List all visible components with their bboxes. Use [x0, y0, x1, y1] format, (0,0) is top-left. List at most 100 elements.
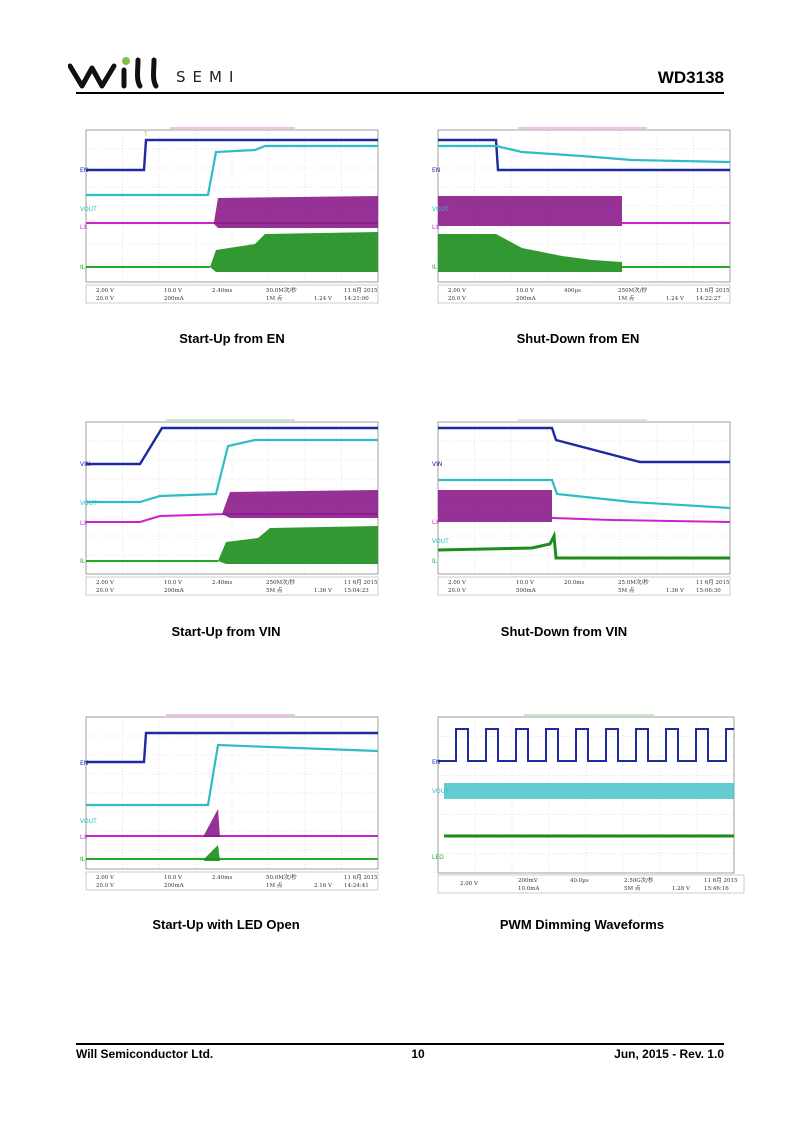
- channel-label: LX: [80, 224, 87, 231]
- svg-text:50.0M次/秒: 50.0M次/秒: [266, 873, 297, 881]
- svg-text:15:04:23: 15:04:23: [344, 588, 369, 594]
- svg-text:200mA: 200mA: [516, 296, 537, 302]
- svg-text:1.24 V: 1.24 V: [666, 296, 685, 302]
- channel-label: VIN: [80, 461, 90, 468]
- svg-text:2.00 V: 2.00 V: [96, 288, 115, 294]
- scope-capture-startup-en: T EN VOUT LX IL 2.00 V 20.0 V 10.0 V 200…: [80, 126, 386, 308]
- svg-text:20.0 V: 20.0 V: [96, 588, 115, 594]
- svg-text:1.36 V: 1.36 V: [314, 588, 333, 594]
- svg-text:500mA: 500mA: [516, 588, 537, 594]
- svg-text:20.0 V: 20.0 V: [448, 588, 467, 594]
- channel-label: IL: [432, 264, 438, 271]
- svg-text:2.40ms: 2.40ms: [212, 580, 232, 586]
- svg-text:20.0 V: 20.0 V: [96, 296, 115, 302]
- svg-text:14:24:41: 14:24:41: [344, 883, 369, 889]
- figure-caption: Shut-Down from EN: [516, 331, 640, 346]
- svg-text:10.0mA: 10.0mA: [518, 886, 540, 892]
- channel-label: VOUT: [432, 788, 449, 795]
- svg-text:20.0 V: 20.0 V: [96, 883, 115, 889]
- scope-capture-startup-vin: VIN VOUT LX IL 2.00 V 20.0 V 10.0 V 200m…: [80, 418, 386, 600]
- svg-text:11 6月 2015: 11 6月 2015: [344, 874, 378, 881]
- svg-text:10.0 V: 10.0 V: [516, 288, 535, 294]
- svg-text:250M次/秒: 250M次/秒: [266, 578, 295, 586]
- channel-label: LX: [432, 519, 439, 526]
- svg-text:14:21:00: 14:21:00: [344, 296, 369, 302]
- svg-text:T: T: [144, 132, 148, 138]
- svg-text:2.00 V: 2.00 V: [448, 288, 467, 294]
- oscilloscope-screenshot: VIN LX VOUT IL 2.00 V 20.0 V 10.0 V 500m…: [432, 419, 731, 596]
- channel-label: EN: [80, 760, 88, 767]
- svg-text:25.0M次/秒: 25.0M次/秒: [618, 578, 649, 586]
- part-number: WD3138: [657, 68, 724, 87]
- footer-company: Will Semiconductor Ltd.: [76, 1047, 214, 1061]
- scope-capture-pwm-dimming: EN VOUT LED 2.00 V 200mV 10.0mA 40.0µs 2…: [432, 713, 745, 895]
- svg-text:250M次/秒: 250M次/秒: [618, 286, 647, 294]
- channel-label: LX: [80, 520, 87, 527]
- svg-text:15:06:30: 15:06:30: [696, 588, 721, 594]
- svg-text:20.0ms: 20.0ms: [564, 580, 584, 586]
- svg-text:2.00 V: 2.00 V: [460, 881, 479, 887]
- svg-text:10.0 V: 10.0 V: [164, 288, 183, 294]
- svg-text:10.0 V: 10.0 V: [164, 580, 183, 586]
- oscilloscope-screenshot: VIN VOUT LX IL 2.00 V 20.0 V 10.0 V 200m…: [80, 419, 379, 596]
- channel-label: VOUT: [80, 818, 97, 825]
- svg-text:1.28 V: 1.28 V: [672, 886, 691, 892]
- svg-text:200mV: 200mV: [518, 878, 539, 884]
- figure-caption: PWM Dimming Waveforms: [499, 917, 665, 932]
- footer-revision: Jun, 2015 - Rev. 1.0: [614, 1047, 724, 1061]
- svg-text:1M 点: 1M 点: [618, 295, 635, 302]
- svg-text:2.40ms: 2.40ms: [212, 288, 232, 294]
- svg-text:1M 点: 1M 点: [266, 295, 283, 302]
- svg-text:200mA: 200mA: [164, 296, 185, 302]
- svg-text:5M 点: 5M 点: [266, 587, 283, 594]
- svg-text:11 6月 2015: 11 6月 2015: [704, 877, 738, 884]
- svg-text:2.00 V: 2.00 V: [448, 580, 467, 586]
- figure-caption: Start-Up from VIN: [171, 624, 281, 639]
- will-logo-icon: [68, 57, 159, 89]
- company-logo: SEMI: [68, 56, 258, 90]
- svg-text:11 6月 2015: 11 6月 2015: [344, 579, 378, 586]
- channel-label: EN: [80, 167, 88, 174]
- channel-label: IL: [80, 558, 86, 565]
- channel-label: IL: [432, 558, 438, 565]
- channel-label: LED: [432, 854, 444, 861]
- svg-text:2.40ms: 2.40ms: [212, 875, 232, 881]
- channel-label: EN: [432, 759, 440, 766]
- scope-capture-startup-led-open: EN VOUT LX IL 2.00 V 20.0 V 10.0 V 200mA…: [80, 713, 386, 895]
- svg-text:5M 点: 5M 点: [618, 587, 635, 594]
- channel-label: IL: [80, 264, 86, 271]
- svg-text:20.0 V: 20.0 V: [448, 296, 467, 302]
- oscilloscope-screenshot: EN VOUT LED 2.00 V 200mV 10.0mA 40.0µs 2…: [432, 714, 745, 894]
- svg-text:2.50G次/秒: 2.50G次/秒: [624, 876, 654, 884]
- channel-label: VOUT: [432, 538, 449, 545]
- oscilloscope-screenshot: EN VOUT LX IL 2.00 V 20.0 V 10.0 V 200mA…: [432, 127, 731, 304]
- figure-caption: Start-Up with LED Open: [152, 917, 300, 932]
- svg-text:2.00 V: 2.00 V: [96, 580, 115, 586]
- svg-text:200mA: 200mA: [164, 883, 185, 889]
- svg-text:14:22:27: 14:22:27: [696, 296, 721, 302]
- channel-label: EN: [432, 167, 440, 174]
- oscilloscope-screenshot: EN VOUT LX IL 2.00 V 20.0 V 10.0 V 200mA…: [80, 714, 379, 891]
- svg-text:50.0M次/秒: 50.0M次/秒: [266, 286, 297, 294]
- scope-capture-shutdown-vin: VIN LX VOUT IL 2.00 V 20.0 V 10.0 V 500m…: [432, 418, 738, 600]
- brand-text: SEMI: [176, 68, 241, 86]
- channel-label: VOUT: [80, 500, 97, 507]
- scope-capture-shutdown-en: EN VOUT LX IL 2.00 V 20.0 V 10.0 V 200mA…: [432, 126, 738, 308]
- channel-label: VOUT: [432, 206, 449, 213]
- svg-text:5M 点: 5M 点: [624, 885, 641, 892]
- figure-caption: Start-Up from EN: [179, 331, 285, 346]
- svg-text:10.0 V: 10.0 V: [164, 875, 183, 881]
- svg-text:40.0µs: 40.0µs: [570, 878, 589, 884]
- svg-text:400µs: 400µs: [564, 288, 581, 294]
- footer-rule: [76, 1043, 724, 1045]
- svg-text:2.16 V: 2.16 V: [314, 883, 333, 889]
- oscilloscope-screenshot: T EN VOUT LX IL 2.00 V 20.0 V 10.0 V 200…: [80, 127, 379, 304]
- channel-label: VIN: [432, 461, 442, 468]
- channel-label: VOUT: [80, 206, 97, 213]
- svg-text:200mA: 200mA: [164, 588, 185, 594]
- svg-text:11 6月 2015: 11 6月 2015: [696, 287, 730, 294]
- svg-text:2.00 V: 2.00 V: [96, 875, 115, 881]
- channel-label: LX: [432, 224, 439, 231]
- svg-text:1.24 V: 1.24 V: [314, 296, 333, 302]
- channel-label: LX: [80, 834, 87, 841]
